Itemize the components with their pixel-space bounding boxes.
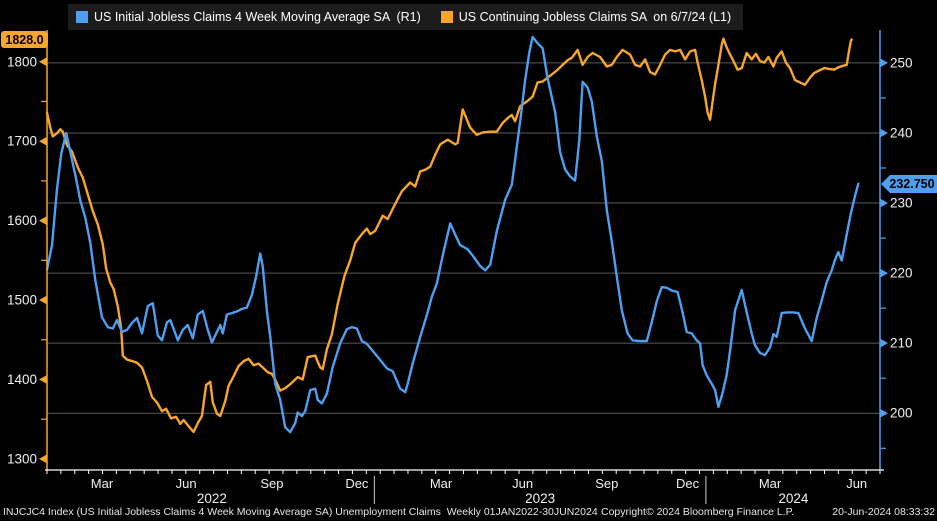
continuing-claims-line[interactable]	[45, 37, 853, 434]
left-axis-tick-label: 1800	[7, 54, 37, 69]
x-axis-month-label: Jun	[512, 476, 533, 491]
x-axis-month-label: Mar	[759, 476, 782, 491]
x-axis-month-label: Sep	[595, 476, 618, 491]
last-value-badge-continuing-claims: 1828.0	[1, 31, 48, 48]
x-axis-month-label: Jun	[846, 476, 867, 491]
x-axis-month-label: Sep	[260, 476, 283, 491]
left-axis-tick-label: 1700	[7, 134, 37, 149]
x-axis-month-label: Mar	[430, 476, 453, 491]
legend: US Initial Jobless Claims 4 Week Moving …	[68, 4, 744, 30]
x-axis-year-label: 2022	[197, 491, 227, 506]
continuing-claims-swatch-icon	[440, 11, 453, 23]
left-axis: 1800 1700 1600 1500 1400 1300	[7, 30, 48, 470]
legend-entry-label: US Continuing Jobless Claims SA on 6/7/2…	[458, 10, 732, 24]
x-axis-month-label: Dec	[345, 476, 369, 491]
right-axis-tick-label: 250	[890, 55, 913, 70]
right-axis: 250 240 230 220 210 200	[879, 30, 913, 470]
left-axis-tick-label: 1500	[7, 293, 37, 308]
right-axis-tick-label: 230	[890, 196, 913, 211]
gridlines	[47, 62, 880, 414]
legend-entry-label: US Initial Jobless Claims 4 Week Moving …	[94, 10, 421, 24]
status-bar: INJCJC4 Index (US Initial Jobless Claims…	[0, 505, 937, 521]
x-axis-year-label: 2023	[525, 491, 555, 506]
right-axis-tick-label: 220	[890, 266, 913, 281]
x-axis-year-label: 2024	[778, 491, 809, 506]
copyright-text: Copyright© 2024 Bloomberg Finance L.P.	[601, 506, 795, 518]
x-axis-month-label: Mar	[91, 476, 114, 491]
x-axis-month-label: Dec	[676, 476, 700, 491]
right-axis-tick-label: 240	[890, 125, 913, 140]
legend-entry-continuing-claims[interactable]: US Continuing Jobless Claims SA on 6/7/2…	[440, 10, 732, 24]
timestamp: 20-Jun-2024 08:33:32	[832, 506, 935, 518]
left-axis-tick-label: 1600	[7, 213, 37, 228]
ticker-description: INJCJC4 Index (US Initial Jobless Claims…	[3, 506, 598, 518]
legend-entry-initial-claims[interactable]: US Initial Jobless Claims 4 Week Moving …	[76, 10, 421, 24]
left-axis-tick-label: 1300	[7, 451, 37, 466]
right-axis-tick-label: 210	[890, 336, 913, 351]
right-axis-tick-label: 200	[890, 406, 913, 421]
series-lines	[45, 35, 860, 434]
x-axis-month-label: Jun	[176, 476, 197, 491]
initial-claims-swatch-icon	[76, 11, 88, 23]
initial-claims-line[interactable]	[45, 35, 860, 434]
left-axis-tick-label: 1400	[7, 372, 37, 387]
last-value-badge-initial-claims: 232.750	[881, 175, 937, 193]
